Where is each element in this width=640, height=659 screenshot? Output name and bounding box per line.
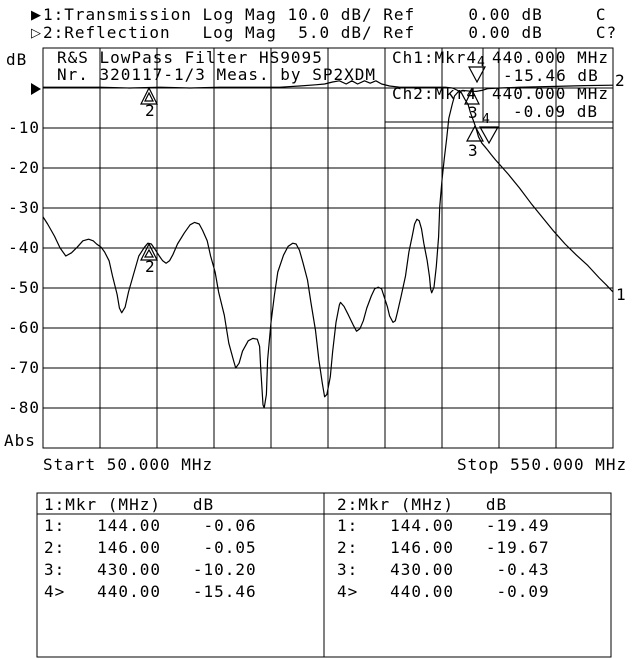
marker-up-triangle-icon xyxy=(140,86,158,105)
y-tick: -10 xyxy=(8,118,40,137)
marker-table1-header: 1:Mkr (MHz) dB xyxy=(44,495,215,514)
channel1-active-arrow-icon[interactable]: ▶ xyxy=(31,8,42,23)
y-axis-bottom-label: Abs xyxy=(4,431,36,450)
table-row: 3: 430.00 -10.20 xyxy=(44,560,257,579)
marker-up-triangle-icon xyxy=(140,242,158,261)
ch1-marker-freq: 440.000 MHz xyxy=(492,48,609,67)
marker3-label-trace2: 3 xyxy=(468,103,479,122)
trace2-end-label: 2 xyxy=(615,71,626,90)
marker-up-triangle-icon xyxy=(466,124,484,142)
table-row: 2: 146.00 -0.05 xyxy=(44,538,257,557)
y-axis-unit: dB xyxy=(6,50,28,69)
y-tick: -40 xyxy=(8,238,40,257)
traces xyxy=(42,80,614,409)
channel2-header: 2:Reflection Log Mag 5.0 dB/ Ref 0.00 dB… xyxy=(43,23,618,42)
ch1-marker-label: Ch1:Mkr4 xyxy=(392,48,478,67)
marker-triangles-trace2-passband xyxy=(140,242,158,261)
y-tick: -80 xyxy=(8,398,40,417)
marker-triangles-trace1-passband xyxy=(140,86,158,105)
y-tick: -60 xyxy=(8,318,40,337)
trace-1 xyxy=(43,80,614,293)
y-tick: -50 xyxy=(8,278,40,297)
plot-title-line1: R&S LowPass Filter HS9095 xyxy=(57,48,323,67)
x-stop-label: Stop 550.000 MHz xyxy=(457,455,628,474)
plot-title-line2: Nr. 320117-1/3 Meas. by SP2XDM xyxy=(57,65,376,84)
marker-down-triangle-icon xyxy=(478,126,500,145)
marker-info-box xyxy=(385,48,613,123)
channel1-header: 1:Transmission Log Mag 10.0 dB/ Ref 0.00… xyxy=(43,5,607,24)
marker-up-triangle-icon xyxy=(143,248,155,258)
marker-table-box xyxy=(36,492,612,658)
marker3-label-trace1: 3 xyxy=(468,141,479,160)
ch1-marker-sub: 4 xyxy=(477,55,485,70)
marker4-sub-label: 4 xyxy=(482,112,490,127)
table-row: 4> 440.00 -15.46 xyxy=(44,582,257,601)
y-tick: -30 xyxy=(8,198,40,217)
table-row: 1: 144.00 -19.49 xyxy=(337,516,550,535)
trace1-end-label: 1 xyxy=(616,285,627,304)
ch2-marker-label: Ch2:Mkr4 xyxy=(392,84,478,103)
ch1-marker-level: -15.46 dB xyxy=(503,66,599,85)
marker2-label-trace2: 2 xyxy=(145,257,156,276)
y-tick: -20 xyxy=(8,158,40,177)
marker2-label-trace1: 2 xyxy=(145,101,156,120)
table-row: 4> 440.00 -0.09 xyxy=(337,582,550,601)
marker-up-triangle-icon xyxy=(464,88,480,105)
ch2-marker-level: -0.09 dB xyxy=(513,102,599,121)
table-row: 1: 144.00 -0.06 xyxy=(44,516,257,535)
y-tick: -70 xyxy=(8,358,40,377)
trace-2 xyxy=(42,84,614,409)
x-start-label: Start 50.000 MHz xyxy=(43,455,214,474)
grid xyxy=(42,47,614,449)
table-row: 2: 146.00 -19.67 xyxy=(337,538,550,557)
marker-up-triangle-icon xyxy=(144,91,154,102)
marker-table2-header: 2:Mkr (MHz) dB xyxy=(337,495,508,514)
marker-down-triangle-icon xyxy=(468,66,486,84)
channel2-active-arrow-icon[interactable]: ▷ xyxy=(31,26,42,41)
ch2-marker-freq: 440.000 MHz xyxy=(492,84,609,103)
ref-level-arrow-icon xyxy=(31,83,41,95)
table-row: 3: 430.00 -0.43 xyxy=(337,560,550,579)
marker-triangles-cutoff xyxy=(464,66,500,145)
